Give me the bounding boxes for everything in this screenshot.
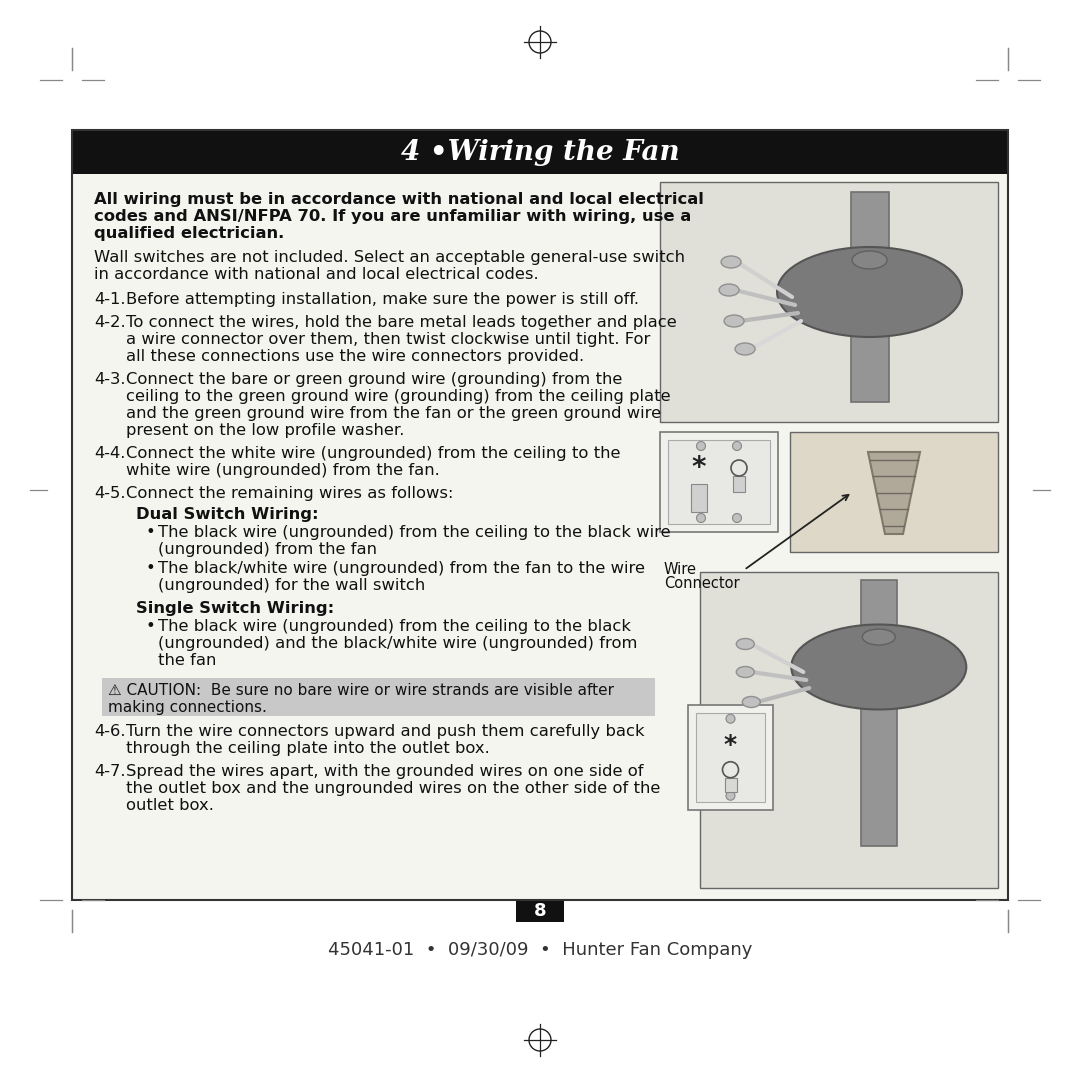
Text: Connect the white wire (ungrounded) from the ceiling to the: Connect the white wire (ungrounded) from… [126,446,621,461]
Bar [72,174,1008,900]
Text: •: • [146,619,156,634]
Text: Connect the remaining wires as follows:: Connect the remaining wires as follows: [126,486,454,501]
Circle shape [697,513,705,523]
Bar [733,476,745,492]
Ellipse shape [737,638,754,649]
Text: 4-2.: 4-2. [94,315,125,330]
Text: •: • [146,525,156,540]
Text: ⚠ CAUTION:  Be sure no bare wire or wire strands are visible after: ⚠ CAUTION: Be sure no bare wire or wire … [108,683,615,698]
Text: 4-4.: 4-4. [94,446,125,461]
Ellipse shape [719,284,739,296]
Text: 4 •Wiring the Fan: 4 •Wiring the Fan [401,138,679,165]
Text: outlet box.: outlet box. [126,798,214,813]
Bar [861,580,896,846]
Bar [700,572,998,888]
Text: Dual Switch Wiring:: Dual Switch Wiring: [136,507,319,522]
Bar [691,484,707,512]
Circle shape [732,513,742,523]
Text: Wire: Wire [664,562,697,577]
Text: Connector: Connector [664,576,740,591]
Text: The black wire (ungrounded) from the ceiling to the black: The black wire (ungrounded) from the cei… [158,619,631,634]
Text: Spread the wires apart, with the grounded wires on one side of: Spread the wires apart, with the grounde… [126,764,644,779]
Text: qualified electrician.: qualified electrician. [94,226,284,241]
Bar [72,130,1008,900]
Ellipse shape [852,251,887,269]
Ellipse shape [721,256,741,268]
Circle shape [697,442,705,450]
Text: •: • [146,561,156,576]
Text: To connect the wires, hold the bare metal leads together and place: To connect the wires, hold the bare meta… [126,315,677,330]
Circle shape [726,714,735,724]
Text: 4-6.: 4-6. [94,724,125,739]
Text: through the ceiling plate into the outlet box.: through the ceiling plate into the outle… [126,741,489,756]
Circle shape [726,792,735,800]
Text: (ungrounded) from the fan: (ungrounded) from the fan [158,542,377,557]
Text: Single Switch Wiring:: Single Switch Wiring: [136,600,334,616]
Text: All wiring must be in accordance with national and local electrical: All wiring must be in accordance with na… [94,192,704,207]
Bar [688,705,773,810]
Bar [725,778,737,792]
Text: 8: 8 [534,902,546,920]
Text: (ungrounded) for the wall switch: (ungrounded) for the wall switch [158,578,426,593]
Text: making connections.: making connections. [108,700,267,715]
Text: in accordance with national and local electrical codes.: in accordance with national and local el… [94,267,539,282]
Text: codes and ANSI/NFPA 70. If you are unfamiliar with wiring, use a: codes and ANSI/NFPA 70. If you are unfam… [94,210,691,224]
Polygon shape [868,453,920,534]
Text: 4-5.: 4-5. [94,486,125,501]
Bar [72,130,1008,174]
Text: (ungrounded) and the black/white wire (ungrounded) from: (ungrounded) and the black/white wire (u… [158,636,637,651]
Text: white wire (ungrounded) from the fan.: white wire (ungrounded) from the fan. [126,463,440,478]
Bar [660,183,998,422]
Ellipse shape [742,697,760,707]
Text: present on the low profile washer.: present on the low profile washer. [126,423,404,438]
Text: the fan: the fan [158,653,216,669]
Text: Connect the bare or green ground wire (grounding) from the: Connect the bare or green ground wire (g… [126,372,622,387]
Text: Before attempting installation, make sure the power is still off.: Before attempting installation, make sur… [126,292,639,307]
Text: Turn the wire connectors upward and push them carefully back: Turn the wire connectors upward and push… [126,724,645,739]
Ellipse shape [792,624,967,710]
Text: *: * [724,732,737,757]
Text: The black/white wire (ungrounded) from the fan to the wire: The black/white wire (ungrounded) from t… [158,561,645,576]
Text: 4-3.: 4-3. [94,372,125,387]
Bar [851,192,889,402]
Text: and the green ground wire from the fan or the green ground wire: and the green ground wire from the fan o… [126,406,661,421]
Bar [516,900,564,922]
Ellipse shape [735,343,755,355]
Text: 4-7.: 4-7. [94,764,125,779]
Text: 45041-01  •  09/30/09  •  Hunter Fan Company: 45041-01 • 09/30/09 • Hunter Fan Company [328,941,752,959]
Bar [660,432,778,532]
Ellipse shape [737,666,754,677]
Bar [102,678,654,716]
Text: Wall switches are not included. Select an acceptable general-use switch: Wall switches are not included. Select a… [94,249,685,265]
Text: *: * [692,454,706,482]
Text: The black wire (ungrounded) from the ceiling to the black wire: The black wire (ungrounded) from the cei… [158,525,671,540]
Ellipse shape [862,629,895,645]
Text: ceiling to the green ground wire (grounding) from the ceiling plate: ceiling to the green ground wire (ground… [126,389,671,404]
Bar [669,440,770,524]
Text: a wire connector over them, then twist clockwise until tight. For: a wire connector over them, then twist c… [126,332,650,347]
Bar [789,432,998,552]
Circle shape [732,442,742,450]
Ellipse shape [724,315,744,327]
Text: the outlet box and the ungrounded wires on the other side of the: the outlet box and the ungrounded wires … [126,781,660,796]
Text: 4-1.: 4-1. [94,292,125,307]
Ellipse shape [778,247,962,337]
Bar [696,713,765,801]
Text: all these connections use the wire connectors provided.: all these connections use the wire conne… [126,349,584,364]
